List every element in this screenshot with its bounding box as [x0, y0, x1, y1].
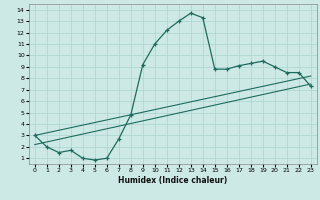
X-axis label: Humidex (Indice chaleur): Humidex (Indice chaleur): [118, 176, 228, 185]
